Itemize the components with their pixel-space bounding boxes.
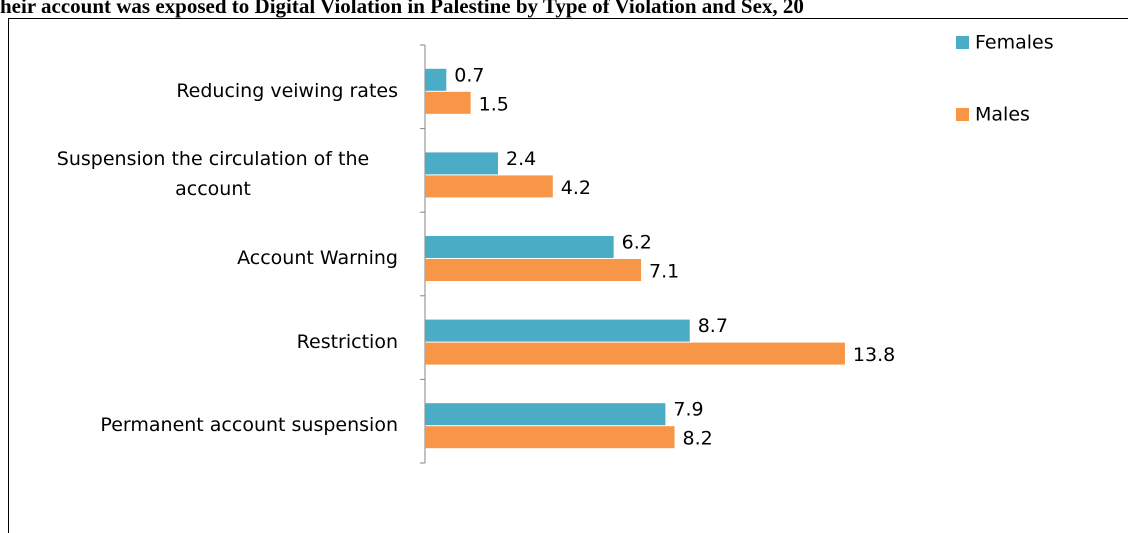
chart-border [8,18,1128,533]
data-label: 8.2 [683,428,713,450]
legend-label: Females [975,32,1054,54]
bar [425,403,666,426]
category-label: Reducing veiwing rates [176,79,398,102]
data-label: 7.9 [673,399,703,421]
chart-title: heir account was exposed to Digital Viol… [0,0,804,18]
legend-swatch [956,36,969,49]
data-label: 13.8 [853,344,895,366]
bar [425,342,845,365]
category-label: Suspension the circulation of the accoun… [56,148,370,201]
bar [425,91,471,114]
bar [425,152,499,175]
legend-label: Males [975,104,1030,126]
bar [425,259,642,281]
category-label: Restriction [296,330,398,353]
data-label: 1.5 [479,93,509,115]
data-label: 8.7 [698,315,728,337]
category-label: Permanent account suspension [100,414,398,437]
bar [425,236,614,258]
bar [425,426,675,449]
legend-swatch [956,108,969,121]
data-label: 0.7 [454,64,484,86]
bar [425,68,447,91]
data-label: 6.2 [622,232,652,254]
bar [425,319,690,342]
data-label: 7.1 [649,261,679,283]
bar [425,175,553,198]
category-label: Account Warning [237,247,398,269]
data-label: 4.2 [561,177,591,199]
data-label: 2.4 [506,148,536,170]
